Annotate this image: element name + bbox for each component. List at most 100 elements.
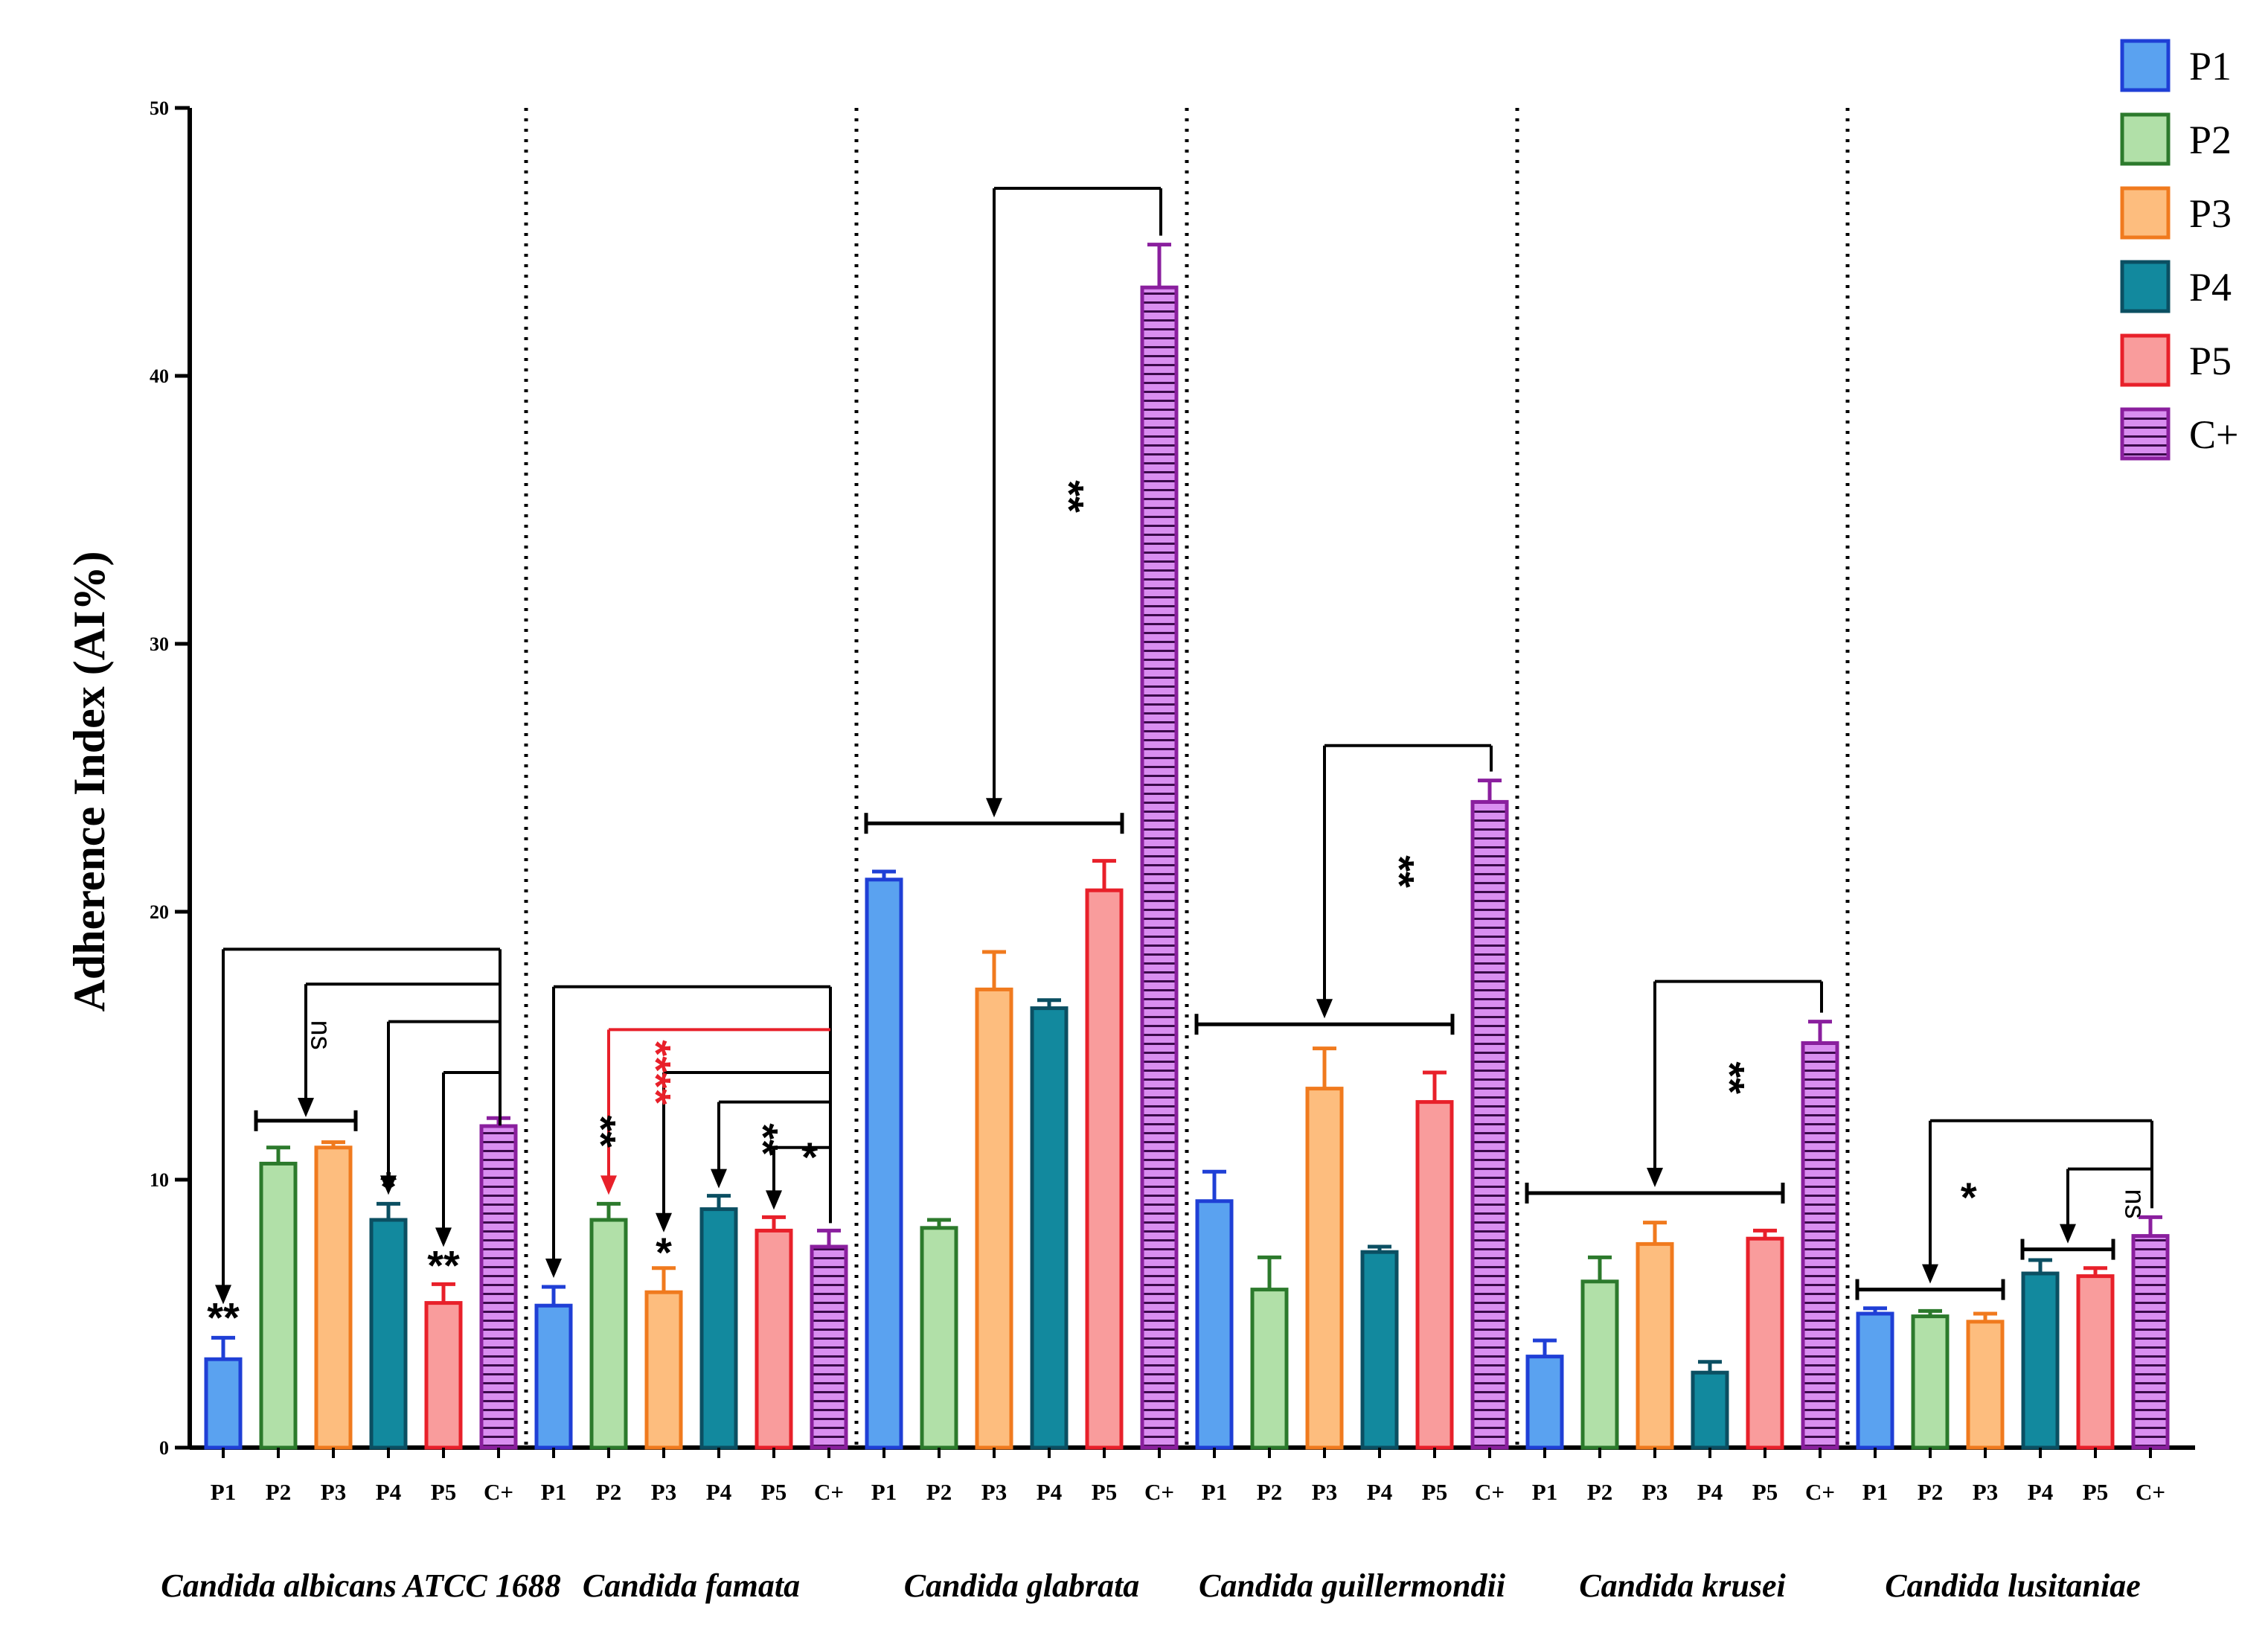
legend-label: P3 — [2189, 191, 2232, 236]
annotation-arrowhead — [656, 1212, 672, 1233]
x-tick-label: P2 — [596, 1479, 621, 1505]
bar — [1691, 1370, 1729, 1450]
x-tick-label: P5 — [761, 1479, 787, 1505]
significance-label: **** — [632, 1040, 679, 1105]
y-tick-label: 20 — [150, 901, 169, 923]
group-label: Candida albicans ATCC 1688 — [161, 1567, 560, 1604]
significance-label: * — [656, 1229, 672, 1276]
x-tick-label: P1 — [541, 1479, 566, 1505]
annotation-arrowhead — [2060, 1224, 2076, 1244]
legend-swatch — [2120, 260, 2171, 313]
legend: P1 P2 P3 P4 P5 C+ — [2120, 39, 2238, 461]
bar — [810, 1244, 848, 1450]
annotation-arrowhead — [1647, 1168, 1663, 1187]
legend-swatch — [2120, 39, 2171, 92]
bar — [1966, 1320, 2005, 1450]
x-tick-label: P5 — [2083, 1479, 2108, 1505]
x-tick-label: P4 — [376, 1479, 401, 1505]
x-tick-label: P4 — [706, 1479, 731, 1505]
x-tick-label: P2 — [266, 1479, 291, 1505]
annotation-arrowhead — [986, 798, 1002, 818]
legend-swatch — [2120, 407, 2171, 461]
annotation-arrowhead — [215, 1285, 231, 1305]
annotation-arrowhead — [1922, 1264, 1938, 1284]
annotation-arrowhead — [298, 1098, 314, 1117]
x-tick-label: P2 — [926, 1479, 952, 1505]
legend-label: P1 — [2189, 44, 2232, 89]
x-tick-label: P1 — [871, 1479, 897, 1505]
x-tick-label: P4 — [1697, 1479, 1723, 1505]
bar — [1360, 1250, 1399, 1450]
legend-swatch — [2120, 186, 2171, 240]
x-tick-label: P5 — [1752, 1479, 1778, 1505]
annotation-arrowhead — [380, 1175, 397, 1195]
bar — [314, 1145, 353, 1450]
bar — [1911, 1314, 1950, 1450]
bar — [2021, 1271, 2060, 1450]
bar — [1085, 888, 1124, 1450]
bar — [1746, 1236, 1784, 1450]
x-tick-label: P4 — [1037, 1479, 1062, 1505]
bar — [1415, 1100, 1454, 1450]
annotation-arrowhead — [766, 1190, 782, 1210]
x-tick-label: C+ — [1475, 1479, 1505, 1505]
y-tick-label: 0 — [159, 1437, 169, 1459]
y-tick-label: 40 — [150, 365, 169, 387]
significance-label: * — [801, 1134, 818, 1180]
bar — [1636, 1241, 1674, 1450]
x-tick-label: C+ — [1144, 1479, 1174, 1505]
bar — [1580, 1279, 1619, 1450]
x-tick-label: C+ — [1805, 1479, 1835, 1505]
annotation-arrowhead — [711, 1169, 727, 1189]
bar — [2076, 1274, 2115, 1450]
significance-label: ns — [304, 1020, 336, 1050]
group-label: Candida lusitaniae — [1885, 1567, 2141, 1604]
significance-label: ** — [577, 1115, 624, 1148]
x-tick-label: P4 — [1367, 1479, 1392, 1505]
significance-label: ** — [207, 1294, 240, 1340]
bar — [1030, 1006, 1069, 1450]
legend-label: P2 — [2189, 118, 2232, 162]
x-tick-label: P2 — [1918, 1479, 1943, 1505]
legend-label: P5 — [2189, 339, 2232, 383]
legend-swatch — [2120, 333, 2171, 387]
annotation-arrowhead — [1316, 999, 1333, 1019]
legend-label: C+ — [2189, 412, 2238, 457]
x-tick-label: P1 — [211, 1479, 236, 1505]
significance-label: ** — [740, 1123, 787, 1156]
bar — [2131, 1234, 2170, 1450]
bar — [1195, 1199, 1234, 1450]
x-tick-label: P3 — [1642, 1479, 1668, 1505]
bar — [479, 1124, 518, 1450]
significance-label: ** — [1045, 480, 1092, 513]
significance-label: ** — [427, 1241, 460, 1288]
bar — [644, 1290, 683, 1450]
x-tick-label: P4 — [2028, 1479, 2053, 1505]
significance-label: ** — [1706, 1061, 1753, 1094]
bar — [1470, 799, 1509, 1450]
x-tick-label: P3 — [321, 1479, 346, 1505]
x-tick-label: P2 — [1587, 1479, 1612, 1505]
x-tick-label: P3 — [981, 1479, 1007, 1505]
bar — [920, 1226, 958, 1450]
group-label: Candida glabrata — [904, 1567, 1140, 1604]
bar — [975, 987, 1013, 1450]
x-tick-label: C+ — [2136, 1479, 2165, 1505]
x-tick-label: P1 — [1532, 1479, 1557, 1505]
bar — [1801, 1041, 1839, 1450]
x-tick-label: P2 — [1257, 1479, 1282, 1505]
bar — [1140, 285, 1179, 1450]
x-tick-label: P1 — [1202, 1479, 1227, 1505]
bar — [204, 1357, 243, 1450]
legend-swatch — [2120, 112, 2171, 166]
significance-label: * — [1961, 1174, 1977, 1221]
bar — [589, 1218, 628, 1450]
y-tick-label: 50 — [150, 98, 169, 119]
x-tick-label: P5 — [431, 1479, 456, 1505]
bar — [865, 878, 903, 1450]
y-tick-label: 30 — [150, 633, 169, 655]
group-label: Candida krusei — [1579, 1567, 1786, 1604]
bar — [1525, 1355, 1564, 1450]
annotation-arrowhead — [545, 1259, 562, 1278]
